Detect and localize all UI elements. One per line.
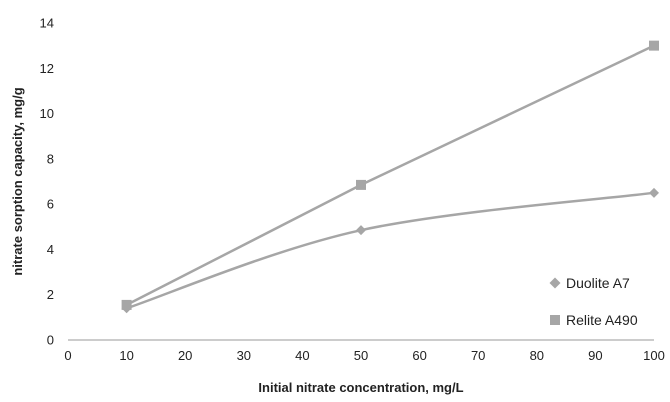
- x-tick-label: 60: [412, 348, 426, 363]
- y-tick-label: 14: [40, 16, 54, 31]
- y-tick-label: 0: [47, 333, 54, 348]
- x-tick-label: 30: [237, 348, 251, 363]
- y-axis-ticks: 0 2 4 6 8 10 12 14: [40, 16, 54, 348]
- legend-label-relite: Relite A490: [566, 312, 638, 328]
- legend-marker-relite-square: [550, 315, 560, 325]
- y-tick-label: 10: [40, 106, 54, 121]
- x-axis-ticks: 0 10 20 30 40 50 60 70 80 90 100: [64, 348, 664, 363]
- y-tick-label: 12: [40, 61, 54, 76]
- y-tick-label: 2: [47, 287, 54, 302]
- legend-label-duolite: Duolite A7: [566, 275, 630, 291]
- y-tick-label: 4: [47, 242, 54, 257]
- x-tick-label: 50: [354, 348, 368, 363]
- x-tick-label: 10: [119, 348, 133, 363]
- data-point-diamond: [356, 225, 366, 236]
- x-tick-label: 20: [178, 348, 192, 363]
- legend: Duolite A7 Relite A490: [549, 275, 638, 328]
- data-point-square: [649, 40, 659, 51]
- legend-item-duolite: Duolite A7: [549, 275, 630, 291]
- x-tick-label: 40: [295, 348, 309, 363]
- x-tick-label: 0: [64, 348, 71, 363]
- x-axis-title: Initial nitrate concentration, mg/L: [258, 380, 463, 395]
- x-tick-label: 70: [471, 348, 485, 363]
- data-point-diamond: [649, 187, 659, 198]
- x-tick-label: 90: [588, 348, 602, 363]
- legend-marker-duolite-diamond: [549, 277, 561, 289]
- series-line-1: [126, 44, 655, 307]
- x-tick-label: 80: [530, 348, 544, 363]
- data-point-square: [356, 179, 366, 190]
- legend-item-relite: Relite A490: [550, 312, 638, 328]
- data-point-square: [121, 299, 132, 310]
- x-tick-label: 100: [643, 348, 665, 363]
- y-tick-label: 6: [47, 197, 54, 212]
- series-layer: [121, 40, 659, 314]
- y-axis-title: nitrate sorption capacity, mg/g: [10, 87, 25, 275]
- y-tick-label: 8: [47, 151, 54, 166]
